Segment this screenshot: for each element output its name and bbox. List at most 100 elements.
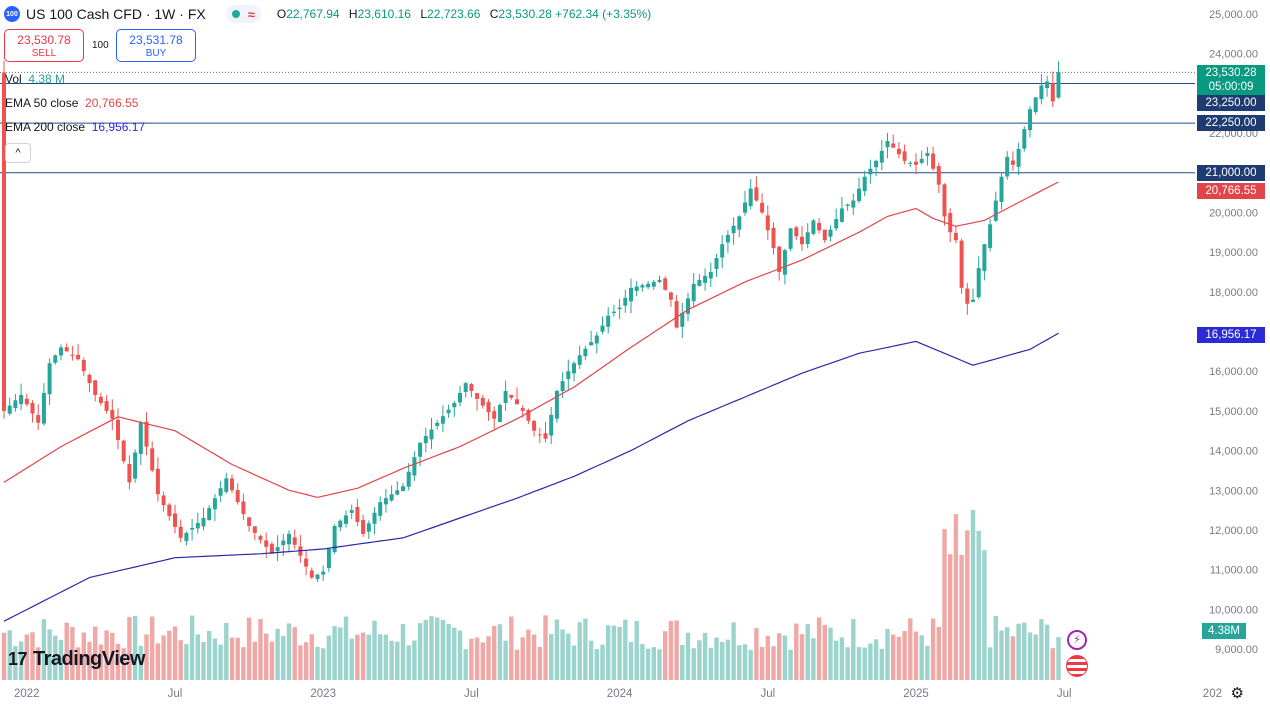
volume-value: 4.38 M <box>28 72 66 86</box>
candle-body <box>195 522 200 529</box>
candle-body <box>714 258 719 270</box>
volume-bar <box>383 634 389 680</box>
volume-bar <box>503 640 508 680</box>
candle-body <box>800 236 804 245</box>
volume-bar <box>645 648 651 680</box>
candle-body <box>76 354 81 360</box>
volume-bar <box>7 630 12 680</box>
candle-body <box>982 244 987 271</box>
candle-body <box>2 72 6 411</box>
volume-bar <box>959 555 964 680</box>
candle-body <box>366 523 371 532</box>
y-tick-label: 12,000.00 <box>1209 525 1258 537</box>
candle-body <box>515 399 519 405</box>
volume-bar <box>1 632 7 680</box>
volume-bar <box>811 638 816 680</box>
candle-body <box>332 525 337 553</box>
candle-body <box>777 246 782 272</box>
volume-bar <box>571 645 577 680</box>
volume-bar <box>121 648 126 680</box>
volume-bar <box>674 620 679 680</box>
volume-bar <box>685 632 691 680</box>
candle-body <box>537 434 542 436</box>
volume-bar <box>417 623 423 680</box>
legend-ema50[interactable]: EMA 50 close 20,766.55 <box>5 96 138 110</box>
legend-volume[interactable]: Vol 4.38 M <box>5 72 65 86</box>
candle-body <box>184 532 189 542</box>
volume-bar <box>697 640 702 680</box>
us-flag-icon[interactable] <box>1066 655 1088 677</box>
volume-bar <box>150 616 155 680</box>
volume-bar <box>355 634 360 680</box>
volume-bar <box>292 627 297 680</box>
x-tick-label: 2025 <box>903 688 929 700</box>
candle-body <box>440 416 445 424</box>
candle-body <box>469 384 474 392</box>
tradingview-logo[interactable]: 17 TradingView <box>8 648 145 671</box>
volume-bar <box>606 625 611 680</box>
candle-body <box>344 515 348 524</box>
volume-bar <box>651 647 656 680</box>
candle-body <box>765 215 770 231</box>
candle-body <box>59 347 63 356</box>
y-tick-label: 15,000.00 <box>1209 406 1258 418</box>
sell-button[interactable]: 23,530.78 SELL <box>4 29 84 62</box>
volume-bar <box>765 635 770 680</box>
candle-body <box>326 548 331 569</box>
candle-body <box>349 510 354 513</box>
candle-body <box>908 162 913 164</box>
volume-bar <box>24 634 29 680</box>
candle-body <box>269 543 274 554</box>
collapse-legend-button[interactable]: ^ <box>5 143 31 163</box>
candle-body <box>651 281 656 287</box>
buy-button[interactable]: 23,531.78 BUY <box>116 29 196 62</box>
candle-body <box>121 440 126 462</box>
candle-body <box>862 176 867 192</box>
last-price-tag: 23,530.28 <box>1197 65 1265 81</box>
candle-body <box>725 234 730 243</box>
volume-bar <box>708 647 713 680</box>
buy-label: BUY <box>145 48 167 59</box>
volume-bar <box>600 644 605 680</box>
volume-bar <box>925 645 930 680</box>
legend-ema200[interactable]: EMA 200 close 16,956.17 <box>5 120 145 134</box>
volume-bar <box>229 637 235 680</box>
volume-bar <box>423 619 428 680</box>
volume-bar <box>1022 622 1027 680</box>
market-status-pill[interactable]: ≈ <box>225 5 261 23</box>
order-quantity[interactable]: 100 <box>92 40 109 51</box>
candle-body <box>224 478 229 492</box>
volume-bar <box>349 638 354 680</box>
candle-body <box>93 380 98 395</box>
candle-body <box>338 520 343 528</box>
candle-body <box>1005 156 1010 177</box>
volume-bar <box>338 627 343 680</box>
volume-bar <box>560 629 565 680</box>
volume-bar <box>286 623 292 680</box>
settings-gear-icon[interactable]: ⚙ <box>1230 685 1244 702</box>
volume-bar <box>110 632 115 680</box>
volume-bar <box>509 616 514 680</box>
volume-label: Vol <box>5 72 22 86</box>
candle-body <box>703 275 708 283</box>
candle-body <box>201 518 206 527</box>
volume-bar <box>189 615 195 680</box>
sell-price: 23,530.78 <box>17 33 71 47</box>
candle-body <box>315 574 320 579</box>
candle-body <box>309 570 314 578</box>
candle-body <box>611 311 616 314</box>
volume-bar <box>873 639 879 680</box>
symbol-title[interactable]: US 100 Cash CFD · 1W · FX <box>26 6 206 22</box>
candle-body <box>503 391 508 403</box>
volume-bar <box>680 644 685 680</box>
volume-bar <box>246 617 252 680</box>
flash-icon[interactable]: ⚡ <box>1067 630 1087 650</box>
volume-bar <box>777 633 782 680</box>
candle-body <box>942 184 947 217</box>
candle-body <box>241 501 246 515</box>
candle-body <box>480 397 485 406</box>
candle-body <box>7 405 12 414</box>
volume-bar <box>1010 636 1016 680</box>
candle-body <box>668 292 673 300</box>
